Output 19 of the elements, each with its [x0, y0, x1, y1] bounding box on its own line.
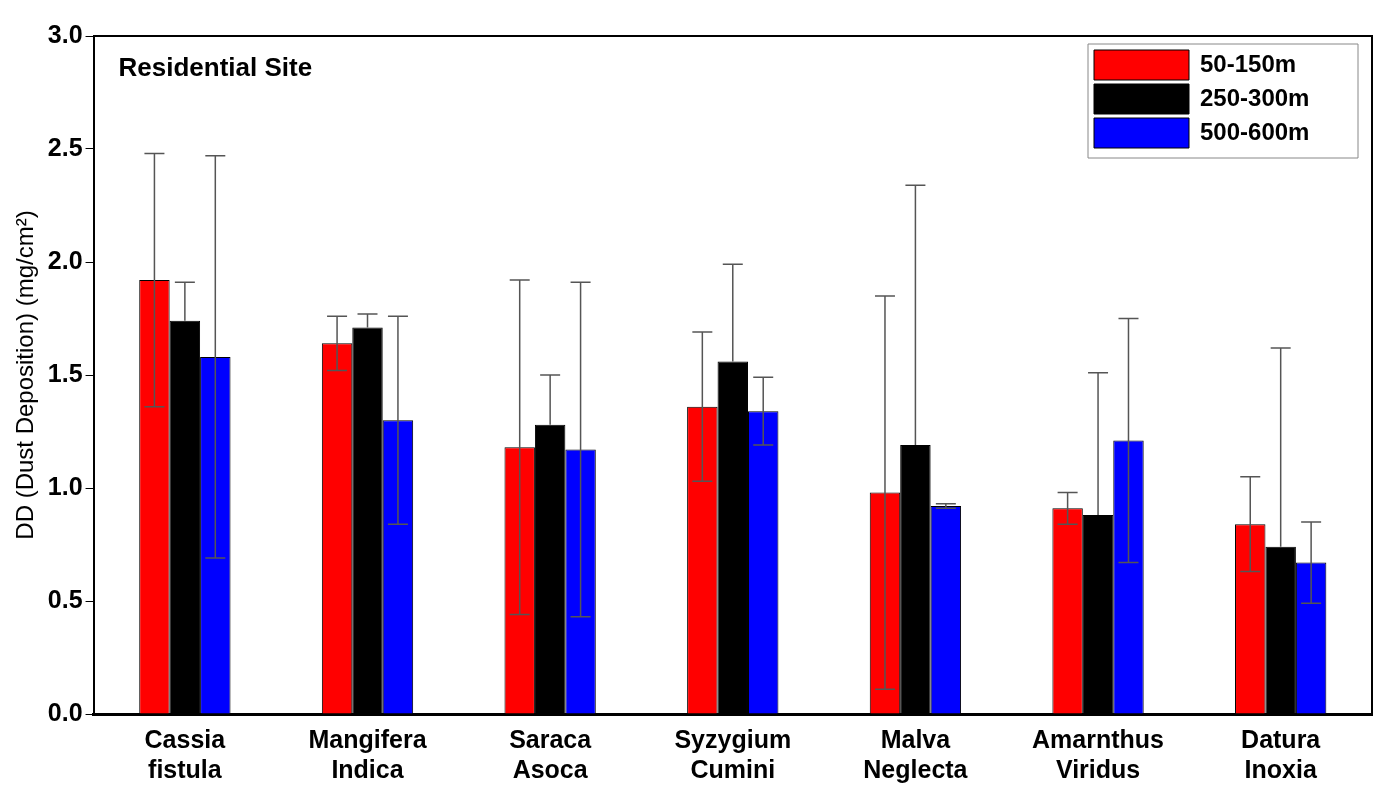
- x-tick-label: Saraca Asoca: [509, 724, 593, 783]
- y-tick-label: 3.0: [47, 19, 83, 48]
- x-tick-label: Syzygium Cumini: [674, 724, 792, 783]
- y-tick-label: 1.0: [47, 471, 83, 500]
- y-tick-label: 0.0: [47, 697, 83, 726]
- y-tick-label: 1.5: [47, 358, 83, 387]
- y-tick-label: 2.0: [47, 245, 83, 274]
- text: Residential Site: [118, 52, 313, 83]
- legend-label: 500-600m: [1200, 117, 1310, 145]
- x-tick-label: Malva Neglecta: [863, 724, 969, 783]
- x-tick-label: Cassia fistula: [144, 724, 227, 783]
- x-tick-label: Mangifera Indica: [308, 724, 428, 783]
- legend-label: 50-150m: [1200, 49, 1297, 77]
- x-tick-label: Amarnthus Viridus: [1032, 724, 1165, 783]
- y-tick-label: 0.5: [47, 584, 83, 613]
- x-tick-label: Datura Inoxia: [1241, 724, 1322, 783]
- y-tick-label: 2.5: [47, 132, 83, 161]
- legend-label: 250-300m: [1200, 83, 1310, 111]
- y-axis-title: DD (Dust Deposition) (mg/cm²): [11, 210, 39, 540]
